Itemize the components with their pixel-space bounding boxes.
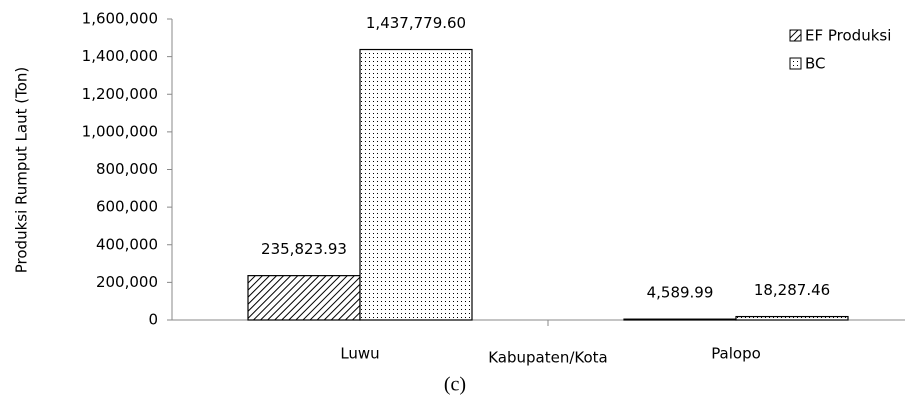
bar [623,318,737,321]
x-axis-label: Kabupaten/Kota [488,349,608,367]
y-tick-label: 800,000 [96,160,158,178]
value-label: 18,287.46 [754,281,830,299]
y-tick-label: 400,000 [96,235,158,253]
y-tick-label: 1,000,000 [82,122,158,140]
value-label: 1,437,779.60 [366,14,466,32]
y-tick-label: 600,000 [96,198,158,216]
y-axis-label: Produksi Rumput Laut (Ton) [13,67,31,274]
y-tick-label: 200,000 [96,273,158,291]
value-label: 4,589.99 [647,284,714,302]
legend-swatch [789,29,802,42]
legend-label: BC [805,55,826,73]
x-tick-label: Luwu [340,345,379,363]
y-tick-label: 1,600,000 [82,10,158,28]
value-label: 235,823.93 [261,240,347,258]
x-tick-label: Palopo [711,345,761,363]
bar [735,315,849,321]
y-tick-label: 1,200,000 [82,85,158,103]
y-tick-label: 1,400,000 [82,47,158,65]
y-tick-label: 0 [148,311,158,329]
legend-swatch [789,57,802,70]
caption: (c) [444,374,466,396]
legend-label: EF Produksi [805,27,891,45]
bar [247,275,361,321]
bar [359,48,473,321]
